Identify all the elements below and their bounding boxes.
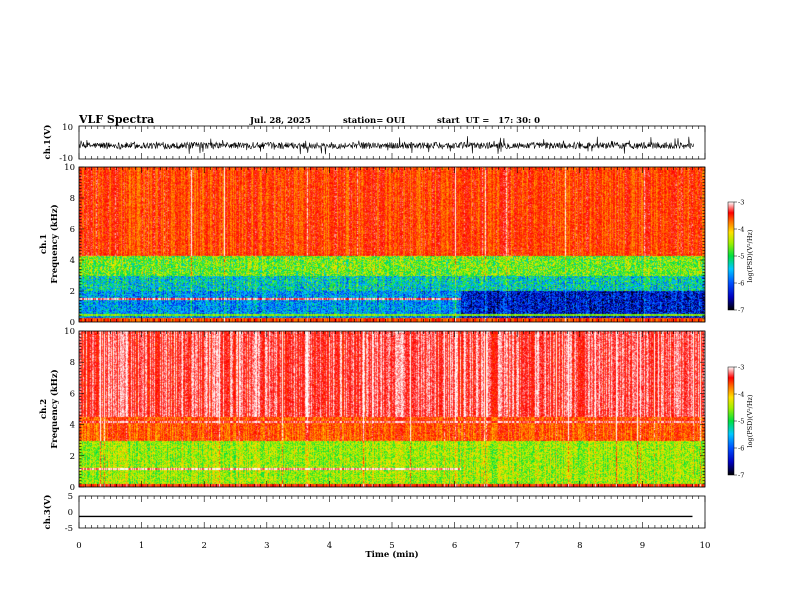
- ch1-spectrogram-ytick-label: 6: [70, 225, 75, 235]
- ch2-colorbar-tick-label: -5: [738, 417, 744, 425]
- header-station: station= OUI: [343, 116, 405, 126]
- x-axis-label: Time (min): [365, 549, 418, 560]
- x-tick-label: 2: [201, 541, 206, 551]
- ch2-colorbar-tick-label: -6: [738, 444, 744, 452]
- ch2-spectrogram-ytick-label: 2: [70, 452, 75, 462]
- ch1-colorbar-tick-label: -5: [738, 252, 744, 260]
- x-tick-label: 9: [640, 541, 645, 551]
- ch1-colorbar-tick-label: -7: [738, 306, 744, 314]
- x-tick-label: 7: [514, 541, 519, 551]
- x-tick-label: 1: [139, 541, 144, 551]
- ch1-spectrogram-ytick-label: 8: [70, 194, 75, 204]
- ch3-ytick-bottom: -5: [65, 524, 73, 534]
- ch1-spectrogram-ytick-label: 4: [70, 256, 75, 266]
- ch2-colorbar-tick-label: -4: [738, 390, 744, 398]
- ch2-spectrogram-ylabel: Frequency (kHz): [49, 369, 60, 448]
- ch2-colorbar: [727, 366, 735, 476]
- ch2-spectrogram-ytick-label: 10: [64, 327, 75, 337]
- ch1-spectrogram-image: [79, 167, 705, 322]
- ch1-colorbar-label: log(PSD)(V²/Hz): [746, 229, 754, 282]
- ch1-spectrogram-ytick-label: 2: [70, 287, 75, 297]
- chart-title: VLF Spectra: [78, 113, 154, 126]
- header-start-time: start UT = 17: 30: 0: [437, 116, 540, 126]
- ch1-waveform-ylabel: ch.1(V): [42, 125, 53, 160]
- ch1-spectrogram-ytick-label: 10: [64, 163, 75, 173]
- ch1-ytick-bottom: -10: [59, 154, 73, 164]
- ch1-colorbar-tick-label: -6: [738, 279, 744, 287]
- ch2-colorbar-tick-label: -3: [738, 363, 744, 371]
- x-tick-label: 8: [577, 541, 582, 551]
- ch2-spectrogram-channel-label: ch.2: [39, 399, 49, 419]
- ch2-spectrogram-ytick-label: 6: [70, 389, 75, 399]
- ch2-colorbar-label: log(PSD)(V²/Hz): [746, 394, 754, 447]
- ch1-colorbar-tick-label: -4: [738, 225, 744, 233]
- x-tick-label: 3: [264, 541, 269, 551]
- x-tick-label: 0: [76, 541, 81, 551]
- ch3-ytick-top: 5: [68, 492, 73, 502]
- ch2-spectrogram-ytick-label: 8: [70, 358, 75, 368]
- x-tick-label: 4: [327, 541, 332, 551]
- x-tick-label: 6: [452, 541, 457, 551]
- ch2-spectrogram-image: [79, 331, 705, 487]
- ch1-spectrogram-channel-label: ch.1: [39, 234, 49, 254]
- ch1-colorbar-tick-label: -3: [738, 198, 744, 206]
- ch1-waveform-trace: [79, 136, 694, 155]
- x-tick-label: 5: [389, 541, 394, 551]
- ch2-spectrogram-ytick-label: 4: [70, 421, 75, 431]
- header-date: Jul. 28, 2025: [249, 116, 311, 126]
- ch1-spectrogram-ylabel: Frequency (kHz): [49, 204, 60, 283]
- ch2-spectrogram-ytick-label: 0: [70, 483, 75, 493]
- x-tick-label: 10: [700, 541, 711, 551]
- ch1-spectrogram-ytick-label: 0: [70, 318, 75, 328]
- ch1-colorbar: [727, 201, 735, 311]
- ch2-colorbar-tick-label: -7: [738, 471, 744, 479]
- ch3-waveform-ylabel: ch.3(V): [42, 495, 53, 530]
- ch1-ytick-top: 10: [62, 123, 73, 133]
- ch3-ytick-mid: 0: [68, 508, 73, 518]
